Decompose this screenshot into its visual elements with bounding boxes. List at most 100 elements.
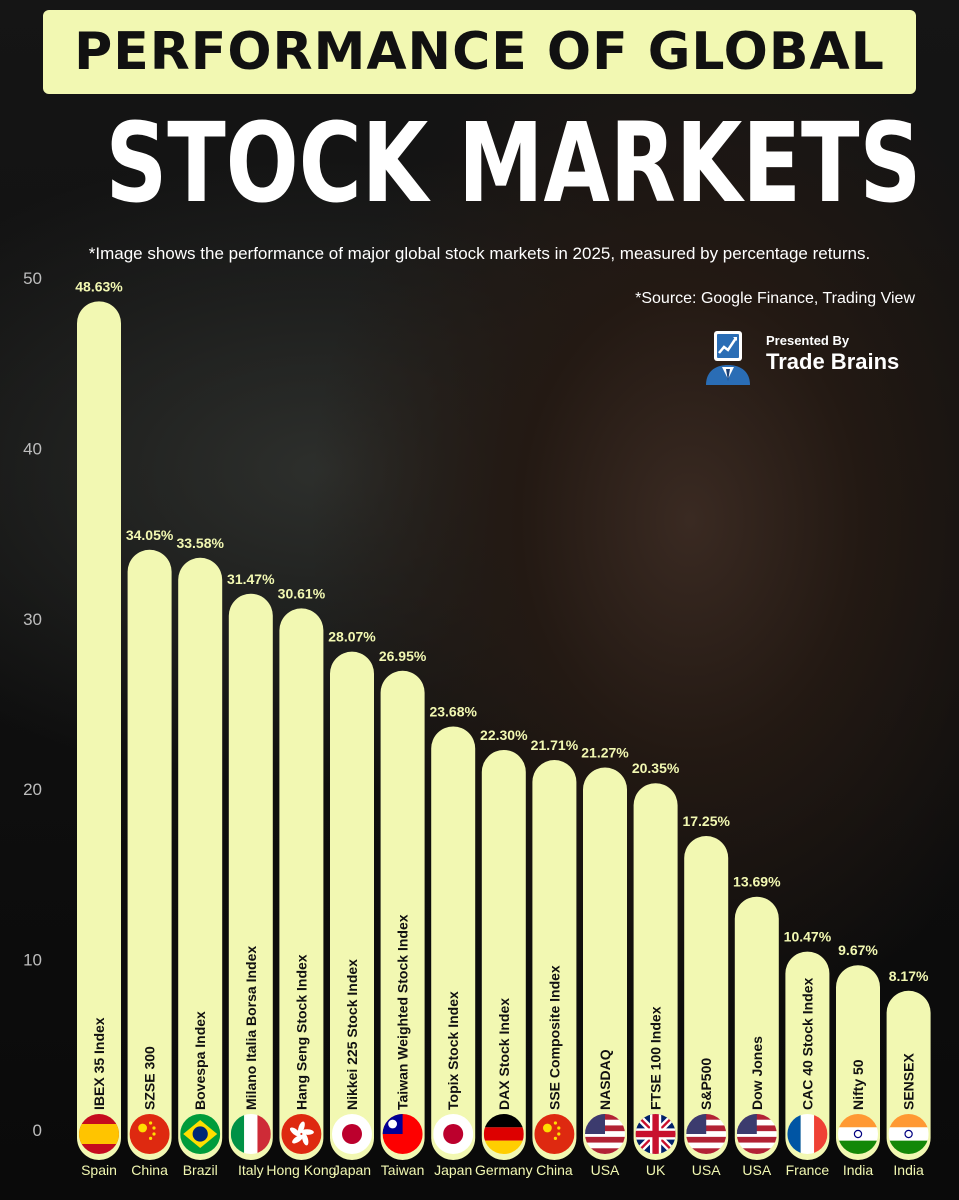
hong-kong-flag-icon — [281, 1114, 322, 1154]
bar-index-label: Nikkei 225 Stock Index — [344, 959, 360, 1110]
data-label: 22.30% — [480, 727, 528, 743]
country-label: Germany — [475, 1162, 533, 1178]
bar — [330, 651, 374, 1160]
france-flag-icon — [787, 1114, 828, 1154]
data-label: 31.47% — [227, 571, 275, 587]
bar — [684, 836, 729, 1160]
data-label: 26.95% — [379, 648, 427, 664]
brand-name: Trade Brains — [766, 349, 900, 374]
country-label: Japan — [434, 1162, 472, 1178]
y-tick-label: 0 — [33, 1121, 42, 1140]
chart-person-icon — [706, 331, 750, 385]
country-label: Brazil — [183, 1162, 218, 1178]
title-line-2: STOCK MARKETS — [105, 99, 922, 227]
bar-index-label: Milano Italia Borsa Index — [243, 946, 259, 1110]
title-band: PERFORMANCE OF GLOBAL — [43, 10, 916, 94]
bar — [127, 549, 172, 1160]
country-label: India — [843, 1162, 874, 1178]
bar-index-label: Dow Jones — [749, 1036, 765, 1110]
country-label: China — [536, 1162, 573, 1178]
bar — [836, 965, 880, 1160]
bar-index-label: Topix Stock Index — [445, 991, 461, 1110]
data-label: 21.71% — [531, 737, 579, 753]
data-label: 20.35% — [632, 760, 680, 776]
presented-by-label: Presented By — [766, 333, 850, 348]
bar — [532, 760, 577, 1160]
y-tick-label: 40 — [23, 439, 42, 458]
data-label: 9.67% — [838, 942, 878, 958]
data-label: 34.05% — [126, 527, 174, 543]
bar — [633, 783, 678, 1160]
uk-flag-icon — [635, 1114, 676, 1154]
bar — [279, 608, 324, 1160]
country-label: USA — [742, 1162, 771, 1178]
bar-index-label: SENSEX — [901, 1053, 917, 1110]
italy-flag-icon — [230, 1114, 271, 1154]
data-label: 8.17% — [889, 968, 929, 984]
subtitle: *Image shows the performance of major gl… — [88, 244, 871, 263]
y-tick-label: 30 — [23, 610, 42, 629]
taiwan-flag-icon — [382, 1114, 423, 1154]
bar-index-label: Hang Seng Stock Index — [293, 954, 309, 1110]
y-tick-label: 10 — [23, 951, 42, 970]
brazil-flag-icon — [180, 1114, 221, 1154]
bar — [481, 750, 526, 1160]
data-label: 48.63% — [75, 278, 123, 294]
data-label: 23.68% — [429, 703, 477, 719]
bar-index-label: NASDAQ — [597, 1049, 613, 1110]
bar-index-label: DAX Stock Index — [496, 998, 512, 1110]
data-label: 10.47% — [784, 929, 832, 945]
bar-index-label: SZSE 300 — [142, 1046, 158, 1110]
bar — [228, 593, 273, 1160]
data-label: 17.25% — [682, 813, 730, 829]
bar-index-label: Taiwan Weighted Stock Index — [395, 914, 411, 1110]
data-label: 30.61% — [278, 585, 326, 601]
bar — [431, 726, 476, 1160]
bar — [734, 896, 779, 1160]
bar-index-label: SSE Composite Index — [546, 965, 562, 1110]
y-tick-label: 50 — [23, 269, 42, 288]
country-label: Japan — [333, 1162, 371, 1178]
y-tick-label: 20 — [23, 780, 42, 799]
country-label: USA — [591, 1162, 620, 1178]
bar-index-label: S&P500 — [698, 1058, 714, 1110]
country-label: USA — [692, 1162, 721, 1178]
country-label: Spain — [81, 1162, 117, 1178]
usa-flag-icon — [736, 1114, 777, 1154]
china-flag-icon — [534, 1114, 575, 1154]
bar — [77, 301, 121, 1160]
japan-flag-icon — [332, 1114, 372, 1154]
country-label: India — [893, 1162, 924, 1178]
data-label: 33.58% — [176, 535, 224, 551]
country-label: UK — [646, 1162, 666, 1178]
country-label: Hong Kong — [266, 1162, 336, 1178]
bar — [178, 557, 223, 1160]
source-note: *Source: Google Finance, Trading View — [635, 290, 915, 307]
title-line-1: PERFORMANCE OF GLOBAL — [74, 22, 885, 82]
bar-index-label: CAC 40 Stock Index — [799, 978, 815, 1110]
brand-block: Presented By Trade Brains — [700, 325, 920, 387]
country-label: Taiwan — [381, 1162, 425, 1178]
bar — [380, 670, 425, 1160]
japan-flag-icon — [433, 1114, 474, 1154]
usa-flag-icon — [686, 1114, 727, 1154]
bar — [785, 951, 830, 1160]
data-label: 21.27% — [581, 745, 629, 761]
bar-index-label: FTSE 100 Index — [648, 1006, 664, 1110]
germany-flag-icon — [483, 1114, 524, 1154]
data-label: 28.07% — [328, 629, 376, 645]
bar — [583, 767, 627, 1160]
india-flag-icon — [888, 1114, 929, 1154]
country-label: China — [131, 1162, 168, 1178]
data-label: 13.69% — [733, 874, 781, 890]
spain-flag-icon — [79, 1114, 119, 1154]
china-flag-icon — [129, 1114, 170, 1154]
bar-index-label: IBEX 35 Index — [91, 1017, 107, 1110]
usa-flag-icon — [585, 1114, 625, 1154]
country-label: Italy — [238, 1162, 264, 1178]
india-flag-icon — [838, 1114, 878, 1154]
bar-index-label: Bovespa Index — [192, 1011, 208, 1110]
country-label: France — [786, 1162, 830, 1178]
bar-index-label: Nifty 50 — [850, 1059, 866, 1110]
